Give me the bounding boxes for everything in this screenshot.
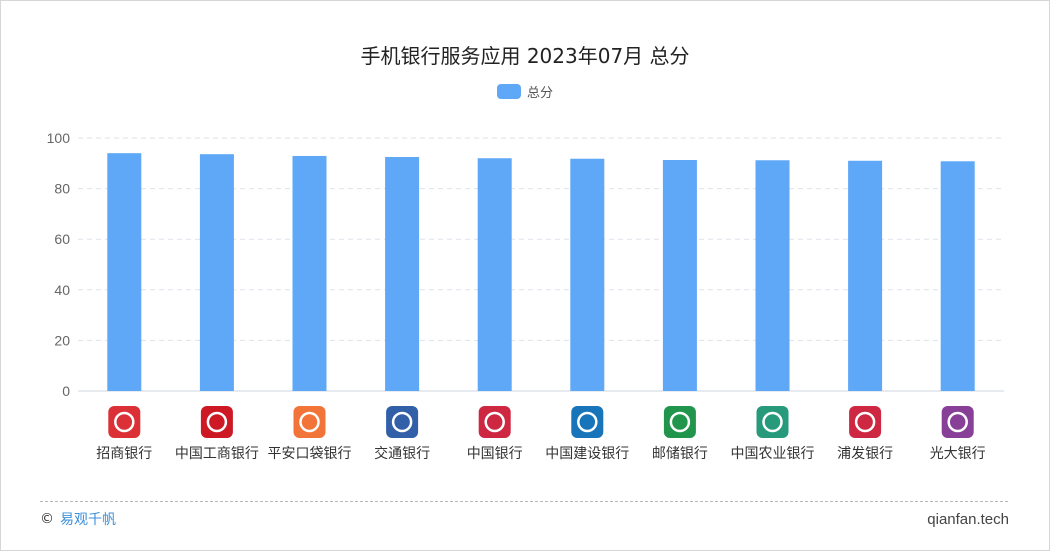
bar [848, 160, 883, 391]
bar [385, 156, 420, 391]
spdb-logo-icon [849, 406, 882, 438]
y-tick-label: 40 [54, 282, 70, 298]
x-tick-label: 中国银行 [467, 446, 523, 462]
legend[interactable]: 总分 [497, 82, 553, 101]
bar [199, 154, 234, 391]
bar [292, 155, 327, 391]
cmb-logo-icon [108, 406, 141, 438]
bar [107, 153, 142, 391]
x-tick-label: 中国建设银行 [545, 446, 629, 462]
ceb-logo-icon [941, 406, 974, 438]
legend-swatch [497, 84, 521, 99]
x-tick-label: 浦发银行 [837, 446, 893, 462]
y-tick-label: 20 [54, 332, 70, 348]
pingan-logo-icon [293, 406, 326, 438]
x-tick-label: 中国工商银行 [175, 446, 259, 462]
abc-logo-icon [756, 406, 789, 438]
x-tick-label: 邮储银行 [652, 446, 708, 462]
x-tick-label: 中国农业银行 [731, 446, 815, 462]
x-tick-label: 招商银行 [96, 446, 152, 462]
bar [662, 160, 697, 391]
bar [570, 158, 605, 391]
footer-brand: 易观千帆 [60, 512, 116, 528]
y-tick-label: 0 [62, 383, 70, 399]
footer-site: qianfan.tech [927, 511, 1009, 528]
ccb-logo-icon [571, 406, 604, 438]
copyright-symbol: © [40, 511, 54, 527]
y-tick-label: 100 [47, 130, 71, 146]
psbc-logo-icon [663, 406, 696, 438]
boc-logo-icon [478, 406, 511, 438]
bar-chart: 0 20 40 60 80 100 招商银行 中国工商银行 平安口袋银行 交通银行 中国银行 中国建设… [47, 130, 1004, 462]
bocom-logo-icon [386, 406, 419, 438]
bar [940, 161, 975, 391]
footer-divider [40, 501, 1008, 502]
y-tick-label: 80 [54, 181, 70, 197]
x-tick-label: 平安口袋银行 [268, 446, 352, 462]
x-tick-label: 交通银行 [374, 445, 430, 462]
bar [477, 158, 512, 391]
x-tick-label: 光大银行 [930, 446, 986, 462]
bar [755, 160, 790, 391]
chart-title: 手机银行服务应用 2023年07月 总分 [360, 44, 690, 68]
legend-label: 总分 [527, 86, 554, 101]
icbc-logo-icon [200, 406, 233, 438]
y-tick-label: 60 [54, 231, 70, 247]
footer-copyright: © 易观千帆 [40, 509, 116, 529]
